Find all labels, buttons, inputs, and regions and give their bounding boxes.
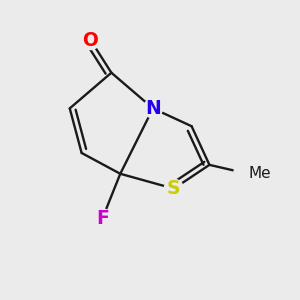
Circle shape bbox=[234, 160, 262, 188]
Circle shape bbox=[81, 31, 100, 50]
Circle shape bbox=[143, 99, 163, 118]
Text: O: O bbox=[82, 31, 98, 50]
Text: S: S bbox=[167, 179, 181, 198]
Circle shape bbox=[164, 179, 183, 198]
Text: F: F bbox=[96, 209, 109, 228]
Text: Me: Me bbox=[248, 166, 271, 181]
Text: N: N bbox=[145, 99, 161, 118]
Circle shape bbox=[93, 209, 112, 228]
